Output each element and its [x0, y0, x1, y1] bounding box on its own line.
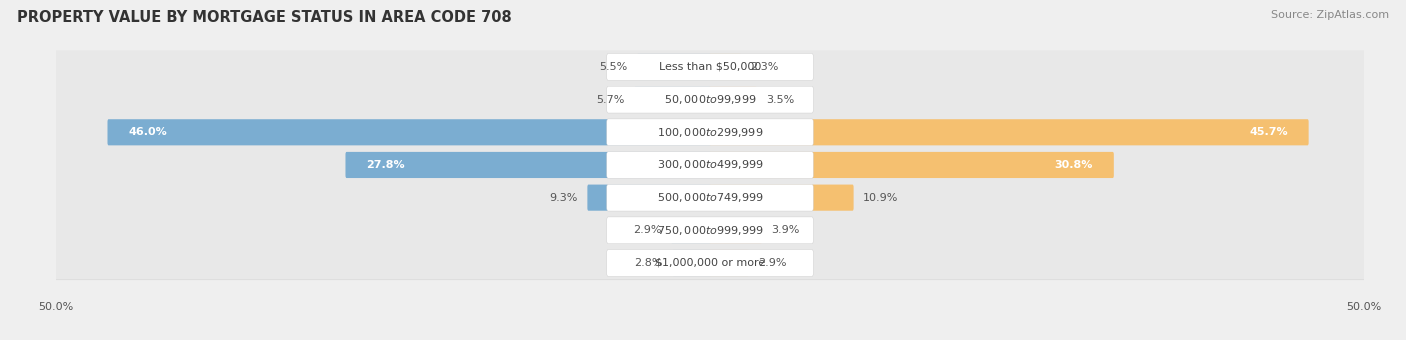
FancyBboxPatch shape	[55, 50, 1365, 84]
Text: 46.0%: 46.0%	[128, 127, 167, 137]
FancyBboxPatch shape	[55, 83, 1365, 116]
Text: 30.8%: 30.8%	[1054, 160, 1092, 170]
Text: 9.3%: 9.3%	[550, 193, 578, 203]
FancyBboxPatch shape	[346, 152, 711, 178]
Text: 2.3%: 2.3%	[751, 62, 779, 72]
FancyBboxPatch shape	[709, 185, 853, 211]
FancyBboxPatch shape	[55, 246, 1365, 280]
Text: 2.9%: 2.9%	[633, 225, 662, 235]
Text: PROPERTY VALUE BY MORTGAGE STATUS IN AREA CODE 708: PROPERTY VALUE BY MORTGAGE STATUS IN ARE…	[17, 10, 512, 25]
Text: 3.9%: 3.9%	[772, 225, 800, 235]
Text: $50,000 to $99,999: $50,000 to $99,999	[664, 93, 756, 106]
FancyBboxPatch shape	[709, 87, 756, 113]
FancyBboxPatch shape	[709, 119, 1309, 146]
FancyBboxPatch shape	[607, 119, 813, 146]
Text: Less than $50,000: Less than $50,000	[659, 62, 761, 72]
FancyBboxPatch shape	[634, 87, 711, 113]
Text: 27.8%: 27.8%	[366, 160, 405, 170]
FancyBboxPatch shape	[55, 116, 1365, 149]
Text: 45.7%: 45.7%	[1250, 127, 1288, 137]
FancyBboxPatch shape	[588, 185, 711, 211]
FancyBboxPatch shape	[55, 181, 1365, 214]
Text: 5.5%: 5.5%	[599, 62, 627, 72]
FancyBboxPatch shape	[709, 152, 1114, 178]
Text: 10.9%: 10.9%	[863, 193, 898, 203]
FancyBboxPatch shape	[672, 250, 711, 276]
Text: $300,000 to $499,999: $300,000 to $499,999	[657, 158, 763, 171]
Text: $1,000,000 or more: $1,000,000 or more	[655, 258, 765, 268]
Text: 2.8%: 2.8%	[634, 258, 664, 268]
Text: 3.5%: 3.5%	[766, 95, 794, 105]
FancyBboxPatch shape	[55, 148, 1365, 182]
FancyBboxPatch shape	[607, 53, 813, 80]
FancyBboxPatch shape	[709, 217, 762, 243]
FancyBboxPatch shape	[55, 214, 1365, 247]
Text: 5.7%: 5.7%	[596, 95, 626, 105]
Text: 2.9%: 2.9%	[758, 258, 787, 268]
FancyBboxPatch shape	[107, 119, 711, 146]
FancyBboxPatch shape	[607, 250, 813, 276]
FancyBboxPatch shape	[709, 250, 749, 276]
FancyBboxPatch shape	[607, 184, 813, 211]
Text: $100,000 to $299,999: $100,000 to $299,999	[657, 126, 763, 139]
Text: Source: ZipAtlas.com: Source: ZipAtlas.com	[1271, 10, 1389, 20]
Text: $750,000 to $999,999: $750,000 to $999,999	[657, 224, 763, 237]
FancyBboxPatch shape	[709, 54, 741, 80]
FancyBboxPatch shape	[671, 217, 711, 243]
FancyBboxPatch shape	[607, 86, 813, 113]
FancyBboxPatch shape	[607, 217, 813, 244]
FancyBboxPatch shape	[607, 152, 813, 179]
FancyBboxPatch shape	[637, 54, 711, 80]
Text: $500,000 to $749,999: $500,000 to $749,999	[657, 191, 763, 204]
